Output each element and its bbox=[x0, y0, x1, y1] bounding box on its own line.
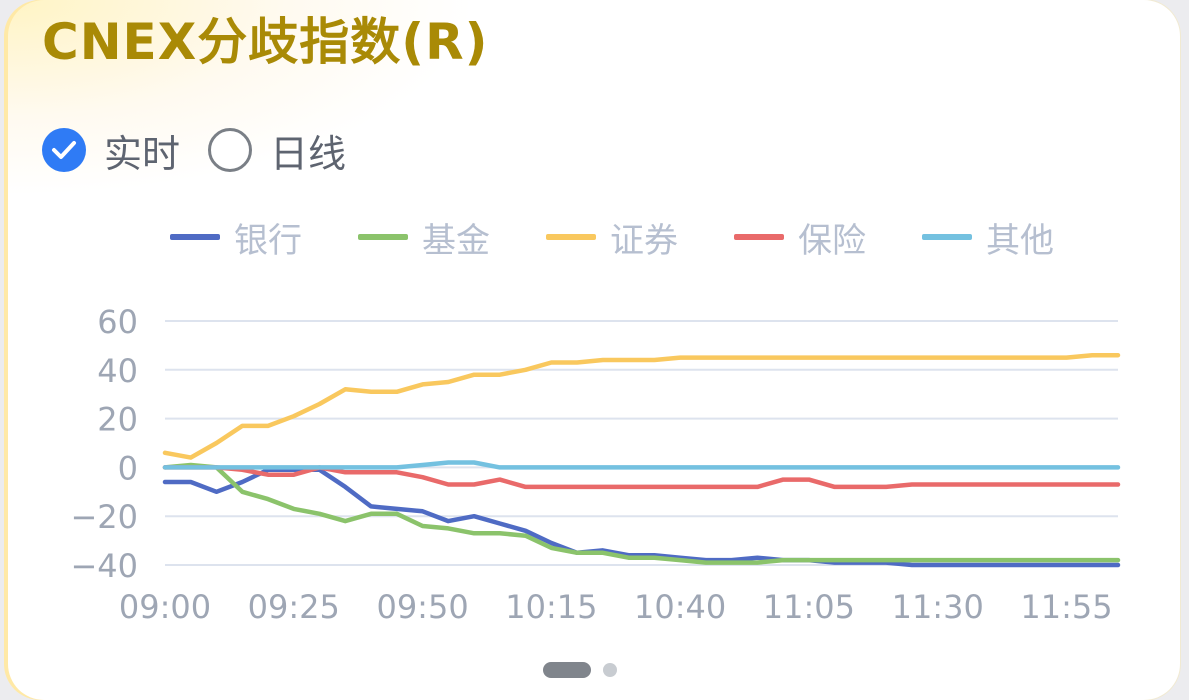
legend-swatch bbox=[922, 234, 972, 240]
x-tick-label: 10:15 bbox=[505, 588, 597, 626]
series-line-2 bbox=[162, 352, 1121, 460]
legend-item-insurance[interactable]: 保险 bbox=[734, 213, 866, 262]
legend-swatch bbox=[734, 234, 784, 240]
legend-label: 银行 bbox=[234, 220, 302, 261]
x-tick-label: 09:25 bbox=[248, 588, 340, 626]
x-tick-label: 10:40 bbox=[634, 588, 726, 626]
y-tick-label: 40 bbox=[97, 352, 138, 390]
mode-realtime-label: 实时 bbox=[104, 131, 181, 176]
page-indicator bbox=[543, 662, 617, 678]
series-line-4 bbox=[162, 460, 1121, 470]
series-line-3 bbox=[162, 465, 1121, 490]
y-tick-label: 20 bbox=[97, 401, 138, 439]
mode-daily[interactable]: 日线 bbox=[208, 123, 346, 178]
x-tick-label: 11:55 bbox=[1020, 588, 1112, 626]
unchecked-radio-icon[interactable] bbox=[208, 128, 253, 172]
legend-swatch bbox=[546, 234, 596, 240]
legend-label: 保险 bbox=[798, 220, 866, 261]
mode-daily-label: 日线 bbox=[270, 131, 347, 176]
legend-label: 其他 bbox=[986, 220, 1054, 261]
page-dot-active[interactable] bbox=[543, 662, 591, 678]
y-tick-label: 60 bbox=[97, 303, 138, 341]
legend-item-bank[interactable]: 银行 bbox=[170, 213, 302, 262]
y-tick-label: −40 bbox=[70, 547, 138, 585]
legend-label: 证券 bbox=[610, 220, 678, 261]
legend-item-securities[interactable]: 证券 bbox=[546, 213, 678, 262]
page-title: CNEX分歧指数(R) bbox=[42, 13, 489, 71]
page-dot[interactable] bbox=[603, 663, 617, 677]
mode-selector: 实时 日线 bbox=[42, 122, 374, 178]
y-tick-label: −20 bbox=[70, 498, 138, 536]
x-tick-label: 11:30 bbox=[892, 588, 984, 626]
legend-label: 基金 bbox=[422, 220, 490, 261]
checked-radio-icon[interactable] bbox=[42, 128, 86, 172]
mode-realtime[interactable]: 实时 bbox=[42, 123, 180, 178]
legend-swatch bbox=[170, 234, 220, 240]
y-tick-label: 0 bbox=[118, 449, 138, 487]
legend-swatch bbox=[358, 234, 408, 240]
legend-item-fund[interactable]: 基金 bbox=[358, 213, 490, 262]
x-tick-label: 11:05 bbox=[763, 588, 855, 626]
legend-item-other[interactable]: 其他 bbox=[922, 213, 1054, 262]
series-line-1 bbox=[162, 462, 1121, 565]
series-line-0 bbox=[162, 467, 1121, 568]
chart-legend: 银行 基金 证券 保险 其他 bbox=[170, 212, 1110, 262]
index-card: CNEX分歧指数(R) 实时 日线 银行 基金 证券 bbox=[8, 0, 1180, 700]
x-tick-label: 09:50 bbox=[376, 588, 468, 626]
x-tick-label: 09:00 bbox=[119, 588, 211, 626]
